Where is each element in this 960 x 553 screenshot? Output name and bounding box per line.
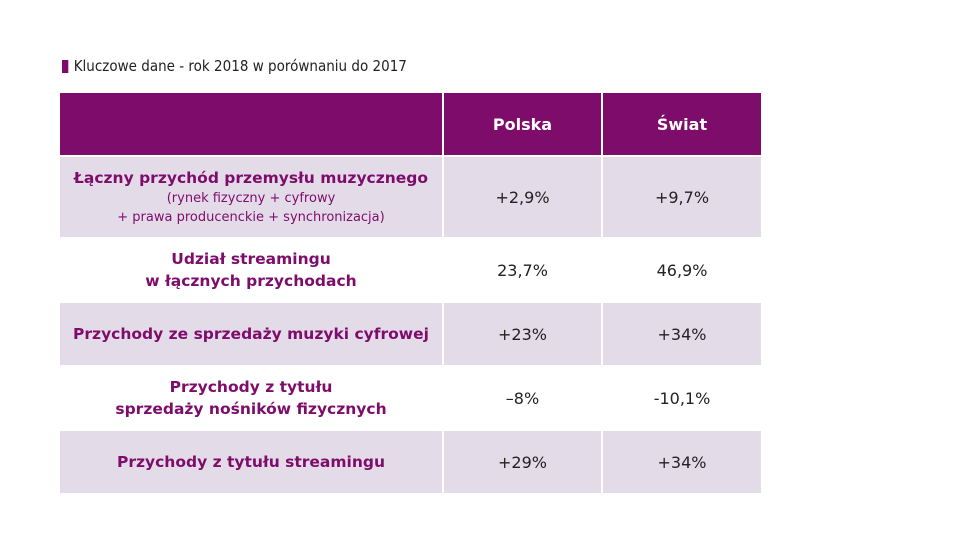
table-caption: Kluczowe dane - rok 2018 w porównaniu do… — [62, 57, 407, 75]
polska-value: –8% — [505, 388, 540, 408]
swiat-value: +34% — [603, 303, 761, 365]
row-label: Przychody z tytułu sprzedaży nośników fiz… — [115, 378, 387, 418]
bullet-square-icon — [62, 59, 69, 73]
polska-value: +29% — [444, 431, 601, 493]
table-row: Udział streamingu w łącznych przychodach … — [60, 239, 761, 301]
row-label: Przychody z tytułu streamingu — [60, 431, 442, 493]
header-swiat: Świat — [603, 93, 761, 155]
table-row: Przychody z tytułu sprzedaży nośników fiz… — [60, 367, 761, 429]
swiat-value: +9,7% — [603, 157, 761, 237]
header-row: Polska Świat — [60, 93, 761, 155]
row-label: Udział streamingu w łącznych przychodach — [145, 250, 357, 290]
table-row: Przychody ze sprzedaży muzyki cyfrowej +… — [60, 303, 761, 365]
data-table: Polska Świat Łączny przychód przemysłu m… — [58, 91, 763, 495]
row-label: Łączny przychód przemysłu muzycznego (ryn… — [60, 157, 442, 237]
row-label: Przychody ze sprzedaży muzyki cyfrowej — [60, 303, 442, 365]
header-polska: Polska — [444, 93, 601, 155]
polska-value: 23,7% — [497, 260, 548, 280]
table-row: Przychody z tytułu streamingu +29% +34% — [60, 431, 761, 493]
swiat-value: -10,1% — [653, 388, 711, 408]
polska-value: +23% — [444, 303, 601, 365]
table-row: Łączny przychód przemysłu muzycznego (ryn… — [60, 157, 761, 237]
swiat-value: +34% — [603, 431, 761, 493]
polska-value: +2,9% — [444, 157, 601, 237]
header-empty — [60, 93, 442, 155]
caption-text: Kluczowe dane - rok 2018 w porównaniu do… — [73, 57, 407, 75]
swiat-value: 46,9% — [656, 260, 708, 280]
